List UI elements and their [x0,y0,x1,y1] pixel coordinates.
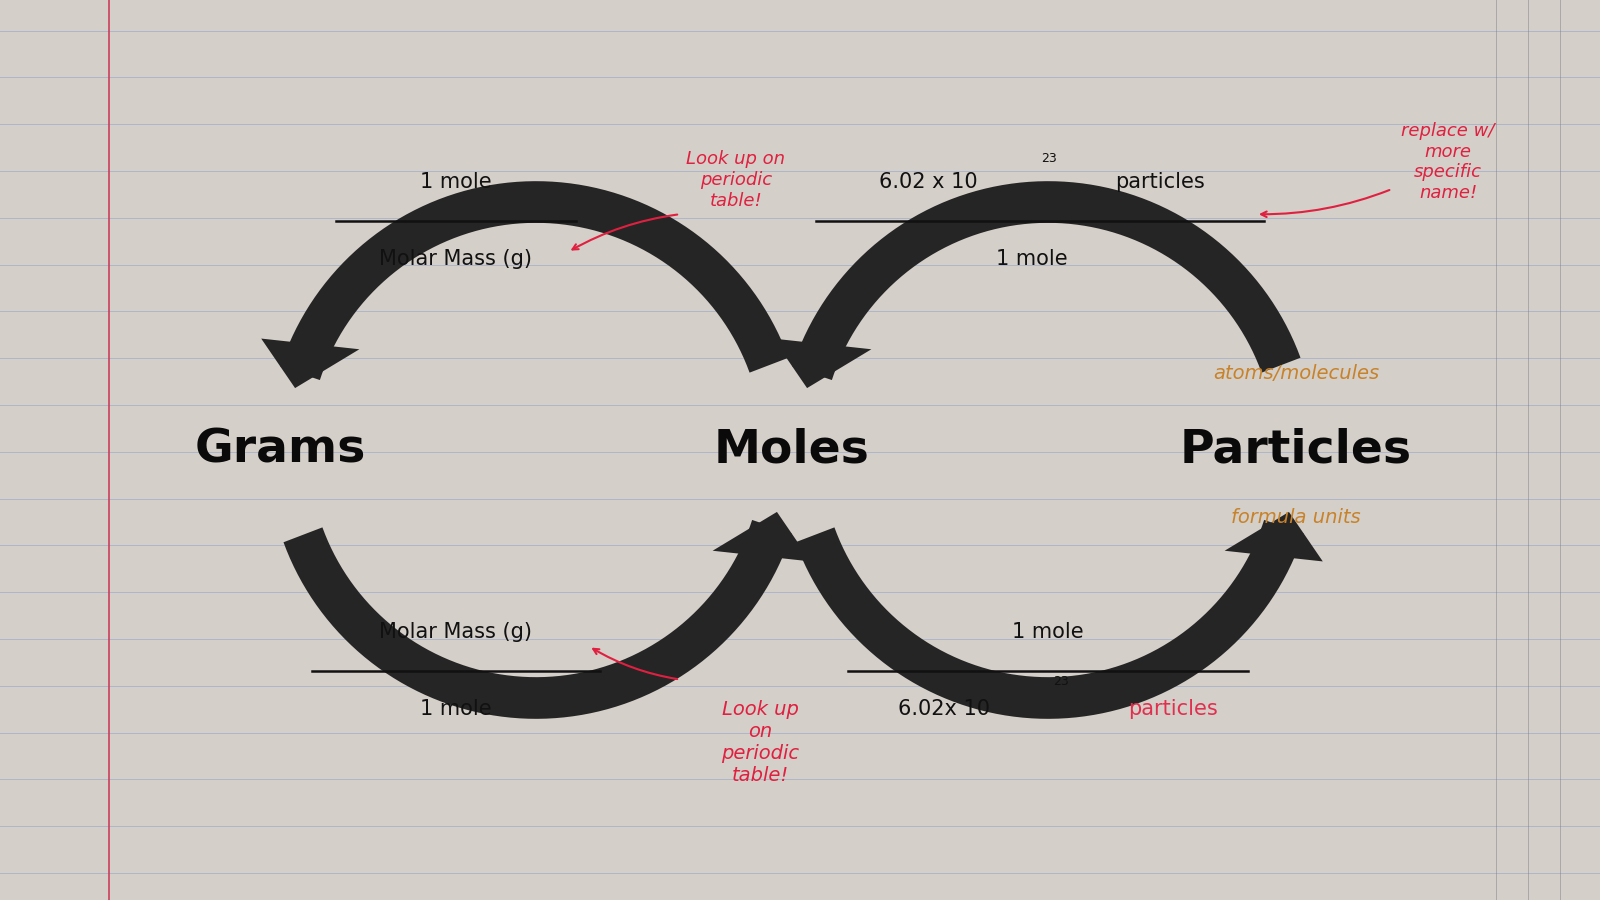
Text: Particles: Particles [1179,428,1413,473]
Text: atoms/molecules: atoms/molecules [1213,364,1379,383]
Text: 6.02 x 10: 6.02 x 10 [878,172,978,192]
Text: replace w/
more
specific
name!: replace w/ more specific name! [1402,122,1494,202]
Text: 1 mole: 1 mole [997,249,1067,269]
Polygon shape [261,338,360,388]
Text: Look up
on
periodic
table!: Look up on periodic table! [722,700,798,785]
Polygon shape [1224,512,1323,562]
Text: Grams: Grams [194,428,366,473]
Text: particles: particles [1128,699,1218,719]
Text: Moles: Moles [714,428,870,473]
Polygon shape [712,512,811,562]
Text: Molar Mass (g): Molar Mass (g) [379,622,533,642]
Text: 23: 23 [1053,675,1069,688]
Text: Look up on
periodic
table!: Look up on periodic table! [686,150,786,210]
Text: Molar Mass (g): Molar Mass (g) [379,249,533,269]
Text: 1 mole: 1 mole [1013,622,1083,642]
Text: 1 mole: 1 mole [421,699,491,719]
Text: particles: particles [1115,172,1205,192]
Text: 23: 23 [1042,152,1058,165]
Text: 1 mole: 1 mole [421,172,491,192]
Polygon shape [773,338,872,388]
Text: 6.02x 10: 6.02x 10 [898,699,990,719]
Text: formula units: formula units [1230,508,1362,527]
